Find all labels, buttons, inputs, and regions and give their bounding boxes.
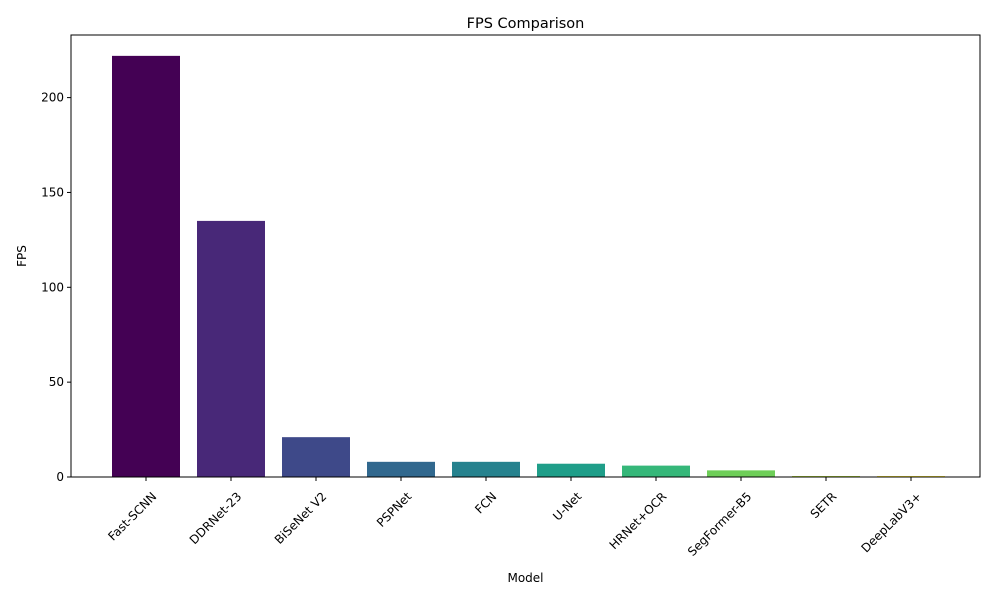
bar-bisenet-v2 (282, 437, 350, 477)
bar-segformer-b5 (707, 470, 775, 477)
x-tick-label: PSPNet (374, 489, 415, 530)
y-tick-label: 100 (41, 280, 64, 294)
bar-ddrnet-23 (197, 220, 265, 477)
y-tick-label: 50 (49, 375, 64, 389)
x-axis-ticks: Fast-SCNN DDRNet-23 BiSeNet V2 PSPNet FCN U-N… (105, 477, 924, 559)
bar-fcn (452, 461, 520, 477)
plot-frame (70, 34, 981, 478)
x-tick-label: U-Net (550, 489, 584, 523)
x-tick-label: DDRNet-23 (187, 489, 245, 547)
bars-group (112, 55, 945, 478)
x-tick-label: Fast-SCNN (105, 489, 159, 543)
bar-hrnet-ocr (622, 465, 690, 477)
x-tick-label: SegFormer-B5 (685, 489, 754, 558)
y-tick-label: 150 (41, 185, 64, 199)
x-tick-label: HRNet+OCR (607, 489, 670, 552)
y-axis-ticks: 0 50 100 150 200 (41, 91, 71, 484)
chart-title: FPS Comparison (467, 16, 585, 32)
x-axis-title: Model (507, 571, 543, 585)
x-tick-label: DeepLabV3+ (858, 489, 924, 555)
y-tick-label: 200 (41, 91, 64, 105)
bar-pspnet (367, 461, 435, 477)
x-tick-label: BiSeNet V2 (272, 489, 329, 546)
x-tick-label: SETR (808, 489, 840, 521)
y-axis-title: FPS (15, 245, 29, 267)
y-tick-label: 0 (56, 470, 64, 484)
bar-u-net (537, 463, 605, 477)
bar-fast-scnn (112, 55, 180, 478)
x-tick-label: FCN (472, 489, 499, 516)
